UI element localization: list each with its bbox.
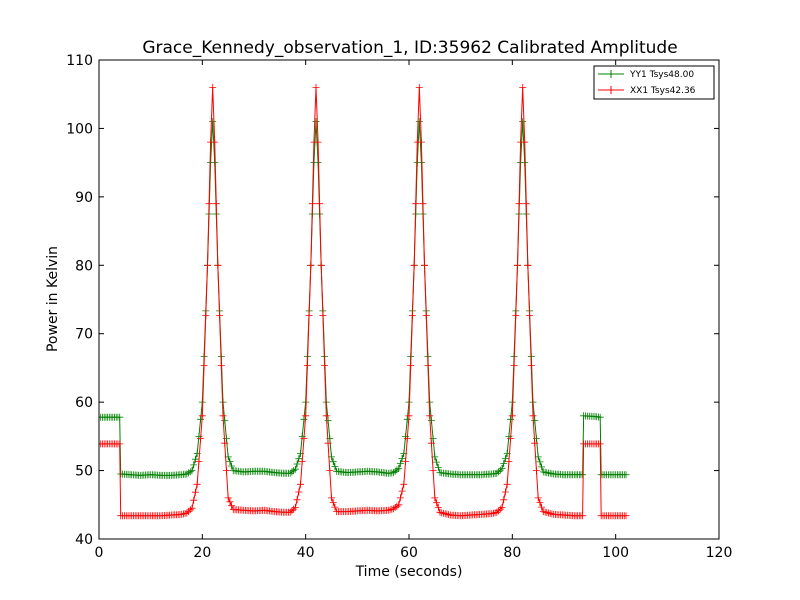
legend-box <box>593 65 715 100</box>
y-tick-label: 110 <box>66 53 93 69</box>
legend-label-xx1: XX1 Tsys42.36 <box>630 86 696 96</box>
x-tick-label: 40 <box>297 545 315 561</box>
x-tick-label: 100 <box>602 545 629 561</box>
legend-label-yy1: YY1 Tsys48.00 <box>629 70 694 80</box>
x-tick-label: 0 <box>95 545 104 561</box>
legend-marker-yy1 <box>607 70 615 78</box>
x-tick-label: 20 <box>193 545 211 561</box>
x-tick-label: 80 <box>503 545 521 561</box>
series-layer <box>99 83 630 520</box>
series-markers <box>99 83 630 520</box>
y-tick-label: 70 <box>75 327 93 343</box>
y-tick-label: 50 <box>75 464 93 480</box>
legend: YY1 Tsys48.00 XX1 Tsys42.36 <box>593 65 715 100</box>
y-tick-label: 40 <box>75 532 93 548</box>
axis-ticks: 0 20 40 60 80 100 120 40 50 60 70 80 90 100 110 <box>66 53 732 561</box>
y-tick-label: 60 <box>75 395 93 411</box>
y-tick-label: 80 <box>75 258 93 274</box>
x-tick-label: 120 <box>706 545 733 561</box>
series-xx1 <box>99 83 630 520</box>
y-tick-label: 100 <box>66 121 93 137</box>
x-tick-label: 60 <box>400 545 418 561</box>
y-tick-label: 90 <box>75 190 93 206</box>
y-axis-label: Power in Kelvin <box>45 246 61 352</box>
x-axis-label: Time (seconds) <box>355 564 463 580</box>
legend-marker-xx1 <box>607 86 615 94</box>
chart-title: Grace_Kennedy_observation_1, ID:35962 Ca… <box>142 38 677 58</box>
